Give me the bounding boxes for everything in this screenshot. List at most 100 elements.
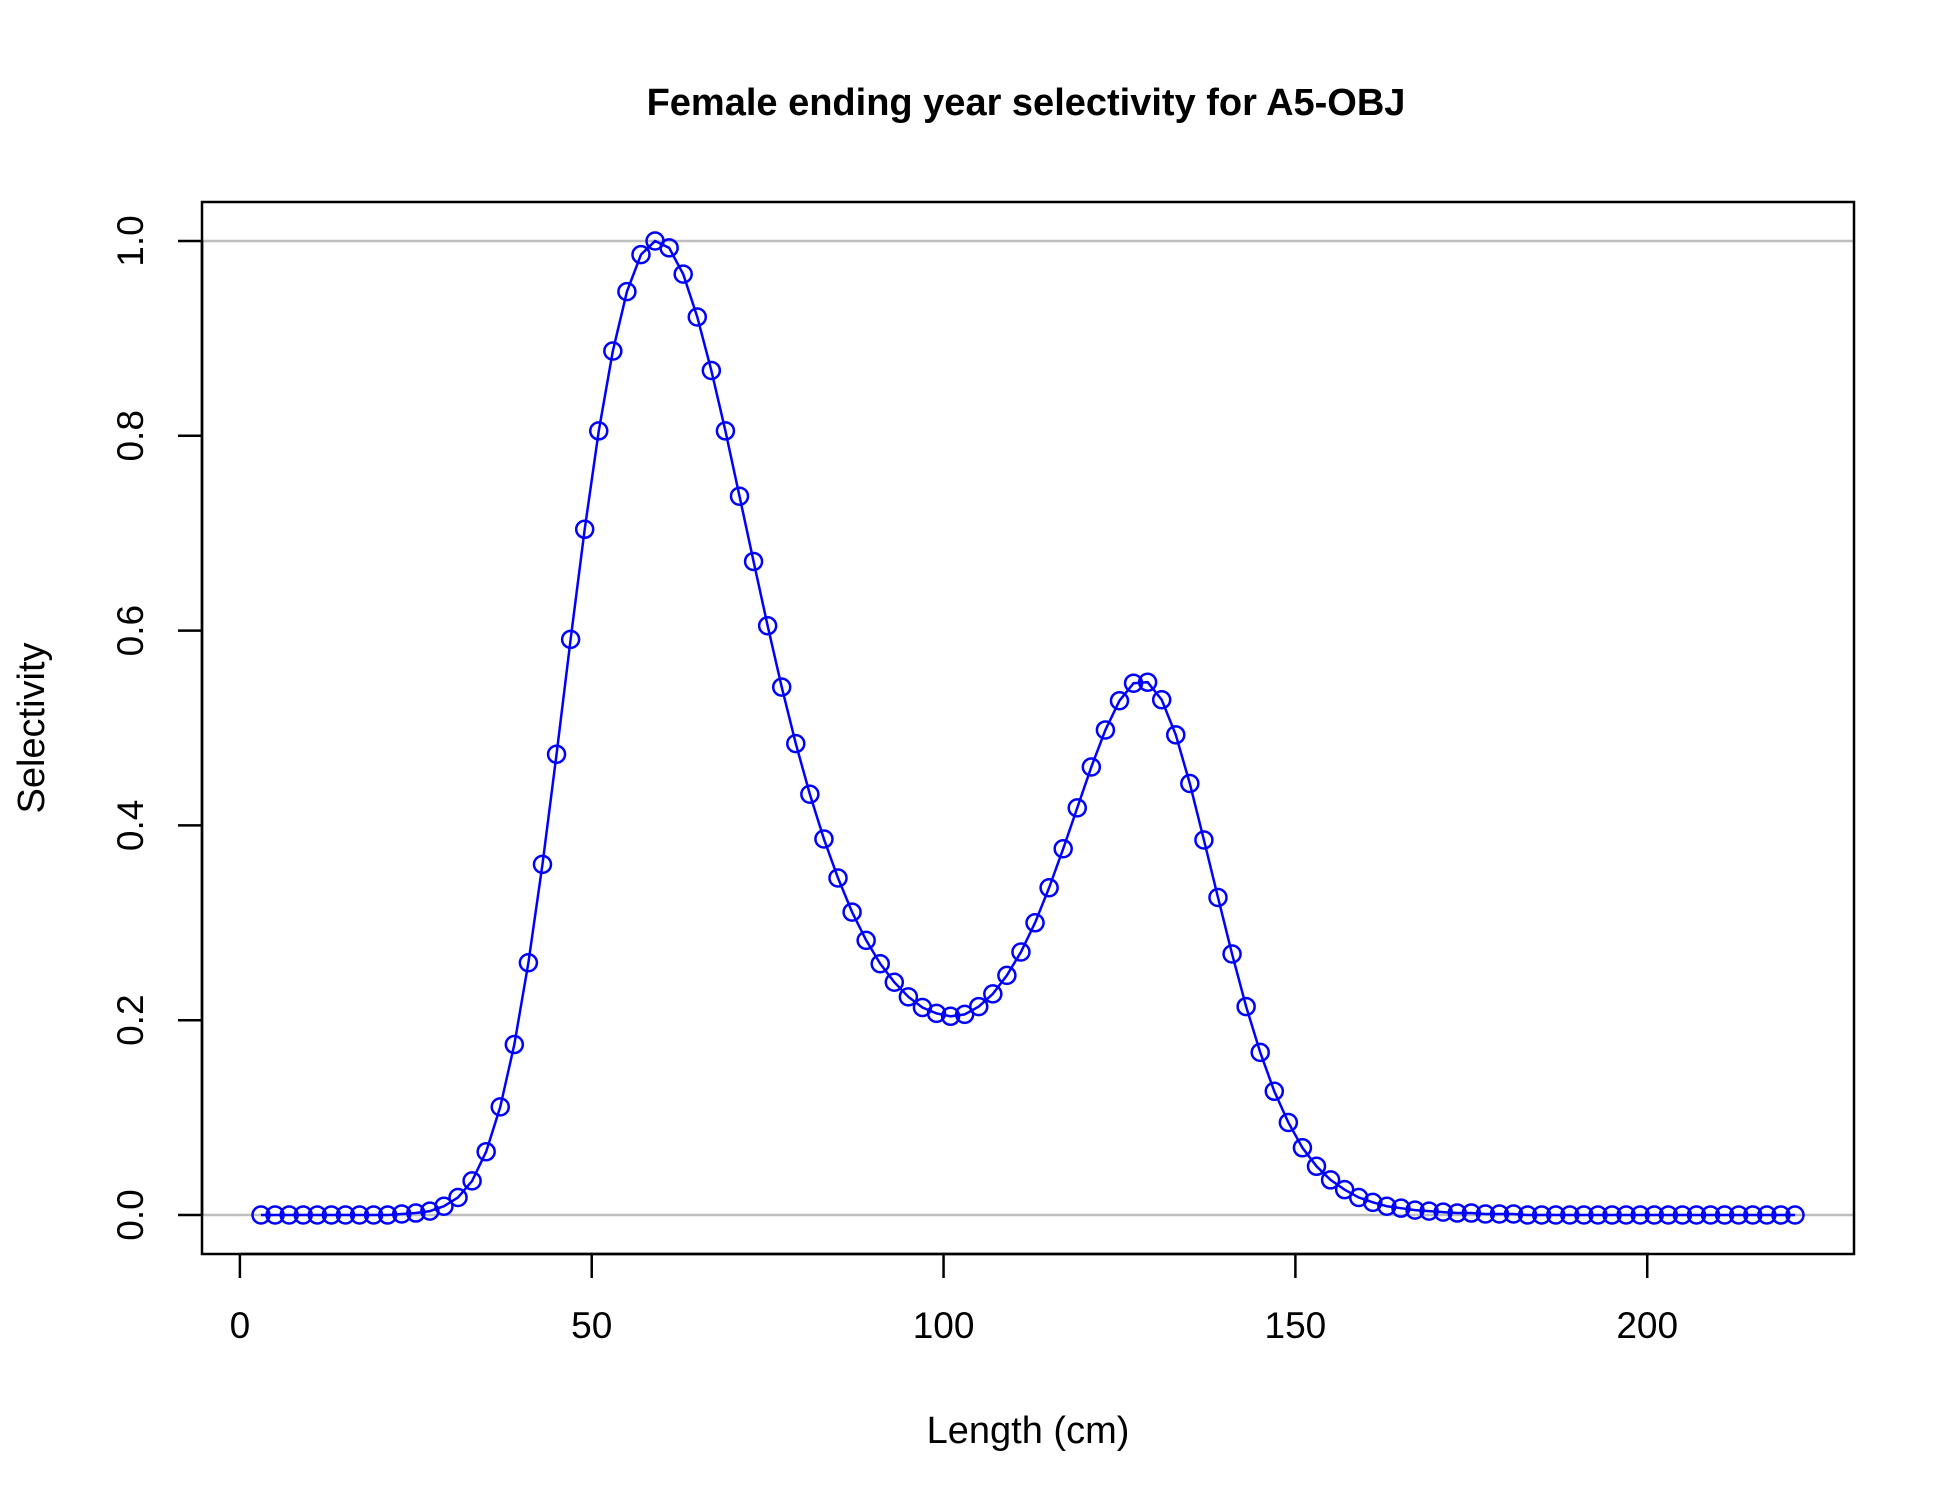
data-point xyxy=(1644,1205,1665,1225)
data-point xyxy=(729,486,750,506)
data-point xyxy=(771,677,792,697)
data-point xyxy=(560,629,581,650)
selectivity-line xyxy=(261,239,1795,1217)
data-point xyxy=(1011,942,1031,962)
data-point xyxy=(335,1205,356,1225)
data-point xyxy=(673,264,693,284)
data-point xyxy=(757,615,778,636)
data-point xyxy=(1546,1205,1566,1225)
data-point xyxy=(1194,830,1214,850)
y-axis-ticks: 0.0 0.2 0.4 0.6 0.8 1.0 xyxy=(110,215,202,1241)
data-point xyxy=(1377,1196,1397,1216)
data-point xyxy=(603,341,623,361)
data-point xyxy=(462,1171,482,1191)
data-point xyxy=(617,281,637,302)
data-point xyxy=(1053,839,1073,859)
data-point xyxy=(504,1034,525,1055)
data-point xyxy=(1531,1205,1552,1225)
data-point xyxy=(476,1141,496,1162)
data-point xyxy=(1391,1198,1411,1218)
data-point xyxy=(532,854,553,875)
y-axis-label: Selectivity xyxy=(11,642,53,813)
data-point xyxy=(251,1205,271,1225)
data-point xyxy=(715,421,736,441)
data-point xyxy=(1025,913,1045,933)
y-tick-label-4: 0.8 xyxy=(110,410,151,461)
data-point xyxy=(1166,725,1186,745)
data-point xyxy=(321,1205,342,1225)
data-point xyxy=(349,1205,370,1225)
data-point xyxy=(1503,1204,1524,1224)
data-point xyxy=(800,784,820,804)
data-point xyxy=(1180,773,1200,794)
data-point xyxy=(814,829,834,849)
data-point xyxy=(307,1205,328,1225)
data-point xyxy=(1039,877,1059,898)
y-tick-label-2: 0.4 xyxy=(110,800,151,851)
x-tick-label-150: 150 xyxy=(1265,1305,1327,1346)
data-point xyxy=(1447,1203,1467,1223)
data-point xyxy=(546,744,567,765)
data-point xyxy=(1151,690,1172,710)
data-point xyxy=(1658,1205,1679,1225)
plot-frame xyxy=(200,200,1856,1256)
data-point xyxy=(1109,690,1130,711)
reference-lines xyxy=(202,239,1854,1217)
data-point xyxy=(1236,996,1256,1017)
data-point xyxy=(1292,1138,1313,1158)
data-point xyxy=(293,1205,313,1225)
data-point xyxy=(265,1205,285,1225)
data-point xyxy=(1560,1205,1580,1225)
data-point xyxy=(1743,1205,1763,1225)
y-tick-label-3: 0.6 xyxy=(110,605,151,656)
data-point xyxy=(490,1097,510,1117)
data-point xyxy=(518,952,539,973)
data-point xyxy=(1137,672,1158,692)
data-point xyxy=(1461,1203,1482,1223)
data-point xyxy=(1672,1205,1693,1225)
data-point xyxy=(1067,798,1088,818)
data-point xyxy=(1728,1205,1749,1225)
data-point xyxy=(1222,944,1242,964)
data-point xyxy=(687,307,708,327)
x-tick-label-100: 100 xyxy=(913,1305,975,1346)
data-point xyxy=(856,930,876,951)
chart-title: Female ending year selectivity for A5-OB… xyxy=(647,82,1406,124)
data-point xyxy=(701,360,722,381)
data-point xyxy=(1757,1205,1777,1225)
y-tick-label-1: 0.2 xyxy=(110,994,151,1045)
data-point xyxy=(1517,1205,1538,1225)
data-point xyxy=(1264,1081,1285,1102)
data-point xyxy=(589,421,609,441)
data-point xyxy=(1700,1205,1721,1225)
x-tick-label-200: 200 xyxy=(1616,1305,1678,1346)
data-point xyxy=(1306,1156,1327,1177)
data-point xyxy=(391,1204,412,1224)
data-point xyxy=(1208,887,1228,908)
data-point xyxy=(1278,1112,1299,1133)
data-point xyxy=(279,1205,299,1225)
x-axis-ticks: 0 50 100 150 200 xyxy=(230,1254,1678,1346)
data-point xyxy=(926,1003,947,1024)
data-point xyxy=(870,953,890,974)
data-point xyxy=(406,1203,426,1223)
data-point xyxy=(1475,1204,1496,1224)
data-point xyxy=(1081,757,1102,777)
data-point xyxy=(842,902,862,922)
data-point xyxy=(659,238,679,258)
y-tick-label-0: 0.0 xyxy=(110,1189,151,1240)
data-point xyxy=(1123,673,1144,693)
selectivity-points xyxy=(251,231,1805,1225)
data-point xyxy=(363,1205,384,1225)
data-point xyxy=(1714,1205,1735,1225)
data-point xyxy=(377,1205,398,1225)
data-point xyxy=(743,551,764,572)
data-point xyxy=(1602,1205,1622,1225)
data-point xyxy=(884,972,905,992)
data-point xyxy=(1433,1202,1453,1222)
y-tick-label-5: 1.0 xyxy=(110,215,151,266)
data-point xyxy=(1419,1201,1439,1221)
x-tick-label-50: 50 xyxy=(571,1305,612,1346)
data-point xyxy=(786,733,806,754)
